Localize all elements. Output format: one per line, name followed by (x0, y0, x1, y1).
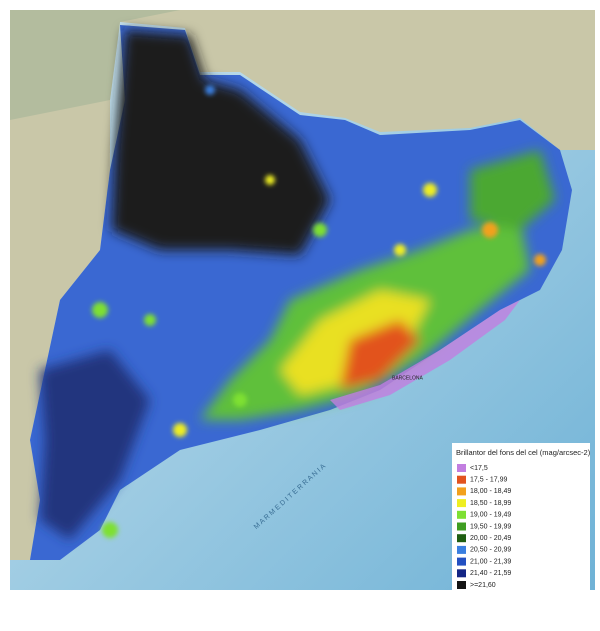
brightness-pattern (40, 30, 555, 540)
legend-swatch (457, 522, 466, 531)
legend-label: 21,40 - 21,59 (470, 570, 511, 577)
legend-swatch (457, 534, 466, 543)
legend-swatch (457, 464, 466, 472)
legend-swatch (457, 510, 466, 519)
legend-label: 19,50 - 19,99 (470, 523, 511, 530)
legend-label: >=21,60 (470, 582, 496, 589)
legend-box (452, 443, 590, 593)
city-label: BARCELONA (392, 375, 424, 381)
legend-label: 20,50 - 20,99 (470, 547, 511, 554)
legend-label: 21,00 - 21,39 (470, 558, 511, 565)
legend-swatch (457, 581, 466, 589)
legend-label: <17,5 (470, 465, 488, 472)
coast-glow (330, 300, 520, 410)
legend-label: 18,50 - 18,99 (470, 500, 511, 507)
legend-swatch (457, 487, 466, 496)
legend-title: Brillantor del fons del cel (mag/arcsec-… (456, 448, 591, 457)
land-terrain (10, 10, 180, 120)
legend-label: 18,00 - 18,49 (470, 488, 511, 495)
legend-swatch (457, 557, 466, 566)
legend: <17,5 17,5 - 17,99 18,00 - 18,49 18,50 - 18… (457, 464, 511, 589)
town-spots (92, 85, 546, 538)
legend-swatch (457, 475, 466, 484)
legend-label: 17,5 - 17,99 (470, 477, 507, 484)
legend-swatch (457, 569, 466, 578)
legend-label: 20,00 - 20,49 (470, 535, 511, 542)
legend-swatch (457, 545, 466, 554)
legend-swatch (457, 499, 466, 508)
legend-label: 19,00 - 19,49 (470, 512, 511, 519)
